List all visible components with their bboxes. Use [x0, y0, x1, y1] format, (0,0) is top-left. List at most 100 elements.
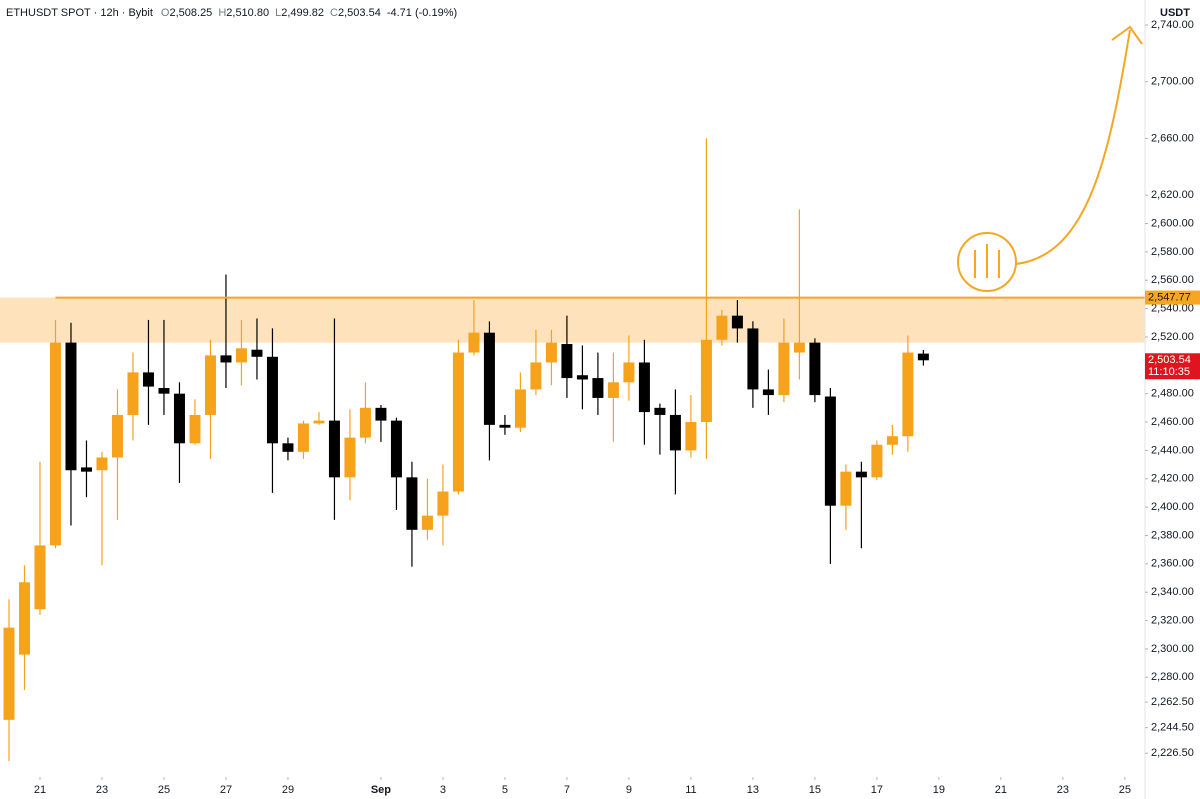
- x-tick-label: 5: [502, 784, 508, 796]
- candle-body: [793, 342, 805, 353]
- y-tick-label: 2,460.00: [1151, 416, 1194, 428]
- candle-body: [685, 422, 697, 451]
- countdown-label: 11:10:35: [1148, 366, 1190, 378]
- resistance-price-tag: [1145, 290, 1200, 305]
- x-tick-label: 3: [440, 784, 446, 796]
- candle-body: [220, 355, 232, 363]
- x-tick-label: 7: [564, 784, 570, 796]
- candle-body: [700, 339, 712, 423]
- candle-body: [282, 443, 294, 452]
- candle-body: [762, 389, 774, 396]
- candle-body: [406, 477, 418, 530]
- candle-body: [390, 420, 402, 478]
- y-tick-label: 2,700.00: [1151, 76, 1194, 88]
- x-tick-label: 17: [871, 784, 883, 796]
- candle-body: [514, 389, 526, 428]
- y-tick-label: 2,480.00: [1151, 388, 1194, 400]
- candle-body: [483, 332, 495, 425]
- candle-body: [824, 396, 836, 506]
- ohlc-value: 2,508.25: [169, 7, 212, 19]
- x-tick-label: 21: [34, 784, 46, 796]
- projection-arrow: [1015, 29, 1131, 265]
- x-tick-label: 13: [747, 784, 759, 796]
- candle-body: [204, 355, 216, 415]
- candle-body: [3, 627, 15, 720]
- candle-body: [421, 515, 433, 530]
- candle-body: [142, 372, 154, 387]
- candle-body: [158, 387, 170, 394]
- x-tick-label: 15: [809, 784, 821, 796]
- candle-body: [127, 372, 139, 415]
- candle-body: [809, 342, 821, 396]
- ohlc-value: 2,503.54: [338, 7, 381, 19]
- pattern-icon: [957, 232, 1017, 292]
- x-tick-label: 25: [1119, 784, 1131, 796]
- candle-body: [437, 491, 449, 516]
- x-tick-label: 19: [933, 784, 945, 796]
- y-tick-label: 2,620.00: [1151, 189, 1194, 201]
- candle-body: [266, 356, 278, 444]
- y-tick-label: 2,580.00: [1151, 246, 1194, 258]
- candle-body: [886, 436, 898, 445]
- y-tick-label: 2,540.00: [1151, 302, 1194, 314]
- x-tick-label: 29: [282, 784, 294, 796]
- last-price-tag: [1145, 353, 1200, 380]
- y-tick-label: 2,320.00: [1151, 614, 1194, 626]
- candle-body: [65, 342, 77, 471]
- ohlc-key: L: [275, 7, 281, 19]
- candle-layer: [3, 138, 1145, 761]
- candle-body: [359, 407, 371, 438]
- candle-body: [902, 352, 914, 437]
- y-tick-label: 2,600.00: [1151, 217, 1194, 229]
- y-tick-label: 2,420.00: [1151, 473, 1194, 485]
- axis-layer: 2,226.50 2,244.50 2,262.50 2,280.00 2,300.00…: [34, 19, 1200, 796]
- arrow-head: [1111, 25, 1143, 45]
- projection-drawing: [957, 25, 1143, 292]
- candle-body: [623, 362, 635, 383]
- candle-body: [654, 407, 666, 415]
- ohlc-value: 2,499.82: [281, 7, 324, 19]
- y-tick-label: 2,520.00: [1151, 331, 1194, 343]
- x-tick-label: Sep: [371, 784, 391, 796]
- candle-body: [80, 467, 92, 472]
- candle-body: [452, 352, 464, 492]
- resistance-price-label: 2,547.77: [1148, 291, 1191, 303]
- candle-body: [173, 393, 185, 444]
- ohlc-value: 2,510.80: [226, 7, 269, 19]
- candle-body: [375, 407, 387, 421]
- candle-body: [297, 423, 309, 452]
- currency: USDT: [1160, 7, 1190, 19]
- x-tick-label: 27: [220, 784, 232, 796]
- y-tick-label: 2,280.00: [1151, 671, 1194, 683]
- candle-body: [18, 582, 30, 655]
- y-tick-label: 2,380.00: [1151, 529, 1194, 541]
- candle-body: [49, 342, 61, 546]
- x-tick-label: 23: [1057, 784, 1069, 796]
- ohlc-key: C: [330, 7, 338, 19]
- candle-body: [111, 414, 123, 458]
- candle-body: [251, 349, 263, 357]
- candle-body: [545, 342, 557, 363]
- y-tick-label: 2,740.00: [1151, 19, 1194, 31]
- candle-body: [917, 353, 929, 361]
- x-tick-label: 25: [158, 784, 170, 796]
- candle-body: [576, 375, 588, 380]
- resistance-zone: [0, 297, 1145, 343]
- candle-body: [855, 471, 867, 478]
- change: -4.71 (-0.19%): [387, 7, 457, 19]
- y-tick-label: 2,340.00: [1151, 586, 1194, 598]
- candle-body: [189, 414, 201, 444]
- y-tick-label: 2,300.00: [1151, 643, 1194, 655]
- candle-body: [607, 382, 619, 398]
- candle-body: [328, 420, 340, 478]
- symbol: ETHUSDT SPOT · 12h · Bybit: [6, 7, 153, 19]
- x-tick-label: 21: [995, 784, 1007, 796]
- x-tick-label: 11: [685, 784, 696, 796]
- candle-body: [561, 344, 573, 379]
- y-tick-label: 2,360.00: [1151, 558, 1194, 570]
- y-tick-label: 2,660.00: [1151, 132, 1194, 144]
- candle-body: [468, 332, 480, 353]
- candle-body: [778, 342, 790, 396]
- y-tick-label: 2,262.50: [1151, 696, 1194, 708]
